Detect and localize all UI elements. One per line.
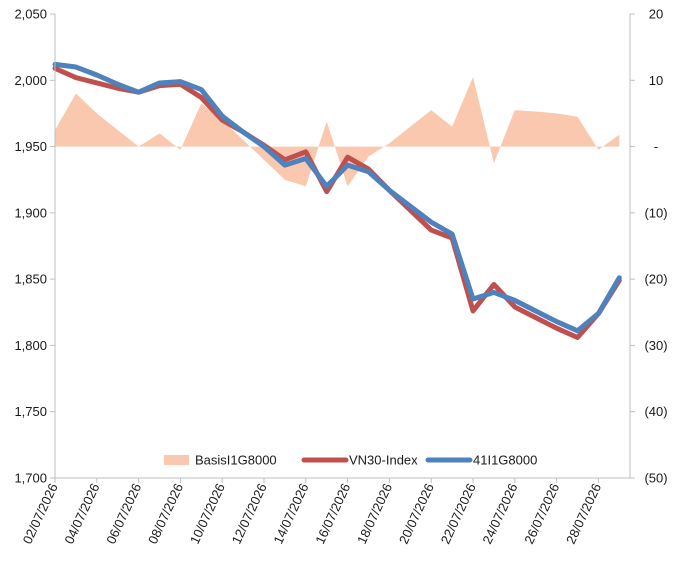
x-tick-label: 02/07/2026	[20, 481, 61, 546]
x-tick-label: 16/07/2026	[312, 481, 353, 546]
left-y-tick-label: 1,950	[14, 139, 47, 154]
x-tick-label: 08/07/2026	[145, 481, 186, 546]
left-y-tick-label: 1,800	[14, 338, 47, 353]
x-tick-label: 18/07/2026	[354, 481, 395, 546]
line-series-41i1g8000	[52, 61, 622, 334]
line-vn30-index	[52, 65, 622, 340]
right-y-tick-label: -	[654, 139, 658, 154]
line-41i1g8000	[52, 61, 622, 334]
left-y-tick-label: 1,850	[14, 272, 47, 287]
right-y-tick-label: (30)	[644, 338, 667, 353]
left-y-tick-label: 2,050	[14, 7, 47, 22]
legend: BasisI1G8000 VN30-Index 41I1G8000	[164, 453, 537, 468]
right-y-tick-label: (50)	[644, 471, 667, 486]
right-y-tick-label: (20)	[644, 272, 667, 287]
left-y-tick-label: 1,900	[14, 205, 47, 220]
legend-label-41i1g8000: 41I1G8000	[473, 453, 537, 468]
legend-label-basisi1g8000: BasisI1G8000	[195, 453, 277, 468]
x-tick-label: 26/07/2026	[521, 481, 562, 546]
left-y-tick-label: 1,750	[14, 404, 47, 419]
left-y-tick-label: 2,000	[14, 73, 47, 88]
legend-label-vn30-index: VN30-Index	[349, 453, 418, 468]
x-tick-label: 24/07/2026	[479, 481, 520, 546]
line-series-vn30	[52, 65, 622, 340]
right-y-tick-labels: (50) (40) (30) (20) (10) - 10 20	[630, 7, 668, 486]
x-tick-label: 12/07/2026	[229, 481, 270, 546]
left-y-tick-labels: 1,700 1,750 1,800 1,850 1,900 1,950 2,000 2,050	[14, 7, 55, 486]
area-basis	[55, 76, 620, 187]
right-y-tick-label: 20	[649, 7, 663, 22]
x-tick-label: 14/07/2026	[270, 481, 311, 546]
x-tick-label: 28/07/2026	[563, 481, 604, 546]
right-y-tick-label: 10	[649, 73, 663, 88]
legend-swatch-basisi1g8000	[164, 455, 189, 465]
area-series-basis	[55, 76, 620, 187]
x-tick-label: 10/07/2026	[187, 481, 228, 546]
x-tick-labels: 02/07/2026 04/07/2026 06/07/2026 08/07/2026…	[20, 478, 604, 546]
axes	[54, 14, 631, 479]
x-tick-label: 04/07/2026	[61, 481, 102, 546]
x-tick-label: 22/07/2026	[438, 481, 479, 546]
x-tick-label: 20/07/2026	[396, 481, 437, 546]
right-y-tick-label: (40)	[644, 404, 667, 419]
x-tick-label: 06/07/2026	[103, 481, 144, 546]
right-y-tick-label: (10)	[644, 205, 667, 220]
left-y-tick-label: 1,700	[14, 471, 47, 486]
